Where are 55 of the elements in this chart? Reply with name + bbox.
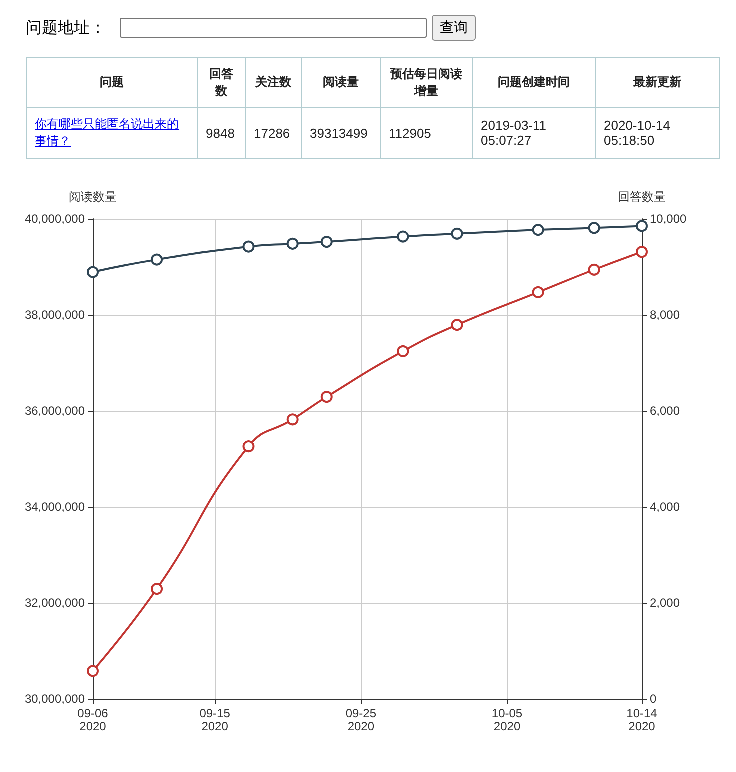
y2-axis-title: 回答数量 <box>618 190 666 204</box>
y2-tick-label: 4,000 <box>650 500 680 514</box>
y-tick-label: 30,000,000 <box>24 692 86 706</box>
point <box>397 345 410 358</box>
point <box>242 440 255 453</box>
y-axis-title: 阅读数量 <box>69 190 117 204</box>
y2-tick-label: 0 <box>650 692 657 706</box>
point <box>636 246 648 258</box>
x-tick-label: 09-15 2020 <box>200 706 231 734</box>
point <box>87 266 99 278</box>
point <box>151 583 164 596</box>
point <box>636 220 648 232</box>
text: 问题地址： <box>26 18 106 38</box>
text: 112905 <box>380 108 472 158</box>
y-tick-label: 40,000,000 <box>24 212 86 226</box>
text: 9848 <box>198 108 246 158</box>
point <box>588 222 600 234</box>
text: 最新更新 <box>596 58 720 108</box>
y-tick-label: 32,000,000 <box>24 596 86 610</box>
point <box>451 319 464 332</box>
point <box>588 264 600 276</box>
y-tick-label: 34,000,000 <box>24 500 86 514</box>
text: 预估每日阅读增量 <box>380 58 472 108</box>
y-tick-label: 36,000,000 <box>24 404 86 418</box>
text: 问题创建时间 <box>472 58 596 108</box>
y2-tick-label: 6,000 <box>650 404 680 418</box>
text: 关注数 <box>246 58 302 108</box>
point <box>320 391 333 404</box>
query-button: 查询 <box>432 15 476 41</box>
point <box>151 254 164 266</box>
text: 你有哪些只能匿名说出来的事情？ <box>35 117 179 148</box>
text: 17286 <box>246 108 302 158</box>
x-tick-label: 09-06 2020 <box>78 706 109 734</box>
point <box>286 238 299 250</box>
point <box>87 665 99 678</box>
text: 阅读量 <box>302 58 380 108</box>
y2-tick-label: 8,000 <box>650 308 680 322</box>
x-tick-label: 10-14 2020 <box>626 706 658 734</box>
text: 2020-10-14 05:18:50 <box>596 108 720 158</box>
point <box>242 240 255 253</box>
text: 39313499 <box>302 108 380 158</box>
point <box>451 228 464 240</box>
text: 回答数 <box>198 58 246 108</box>
y2-tick-label: 10,000 <box>650 212 688 226</box>
point <box>320 236 333 248</box>
point <box>397 230 410 243</box>
text: 2019-03-11 05:07:27 <box>472 108 596 158</box>
point <box>532 224 544 236</box>
x-tick-label: 09-25 2020 <box>346 706 377 734</box>
x-tick-label: 10-05 2020 <box>492 706 523 734</box>
y-tick-label: 38,000,000 <box>24 308 86 322</box>
point <box>286 414 299 426</box>
point <box>532 286 544 298</box>
y2-tick-label: 2,000 <box>650 596 680 610</box>
text: 问题 <box>26 58 198 108</box>
